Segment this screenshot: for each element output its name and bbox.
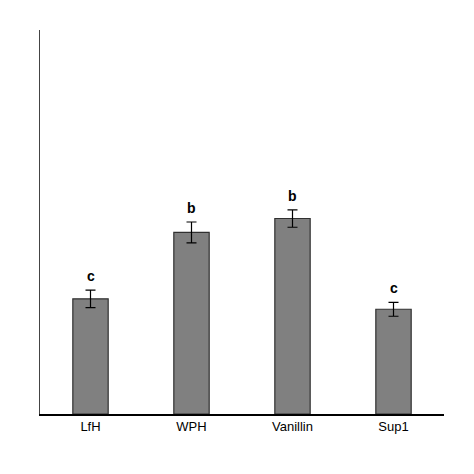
svg-text:c: c bbox=[390, 280, 398, 296]
svg-text:Sup1: Sup1 bbox=[378, 419, 408, 434]
svg-text:c: c bbox=[87, 268, 95, 284]
svg-text:b: b bbox=[187, 200, 196, 216]
svg-text:WPH: WPH bbox=[176, 419, 206, 434]
svg-text:b: b bbox=[288, 188, 297, 204]
svg-text:LfH: LfH bbox=[80, 419, 100, 434]
svg-text:Vanillin: Vanillin bbox=[272, 419, 313, 434]
